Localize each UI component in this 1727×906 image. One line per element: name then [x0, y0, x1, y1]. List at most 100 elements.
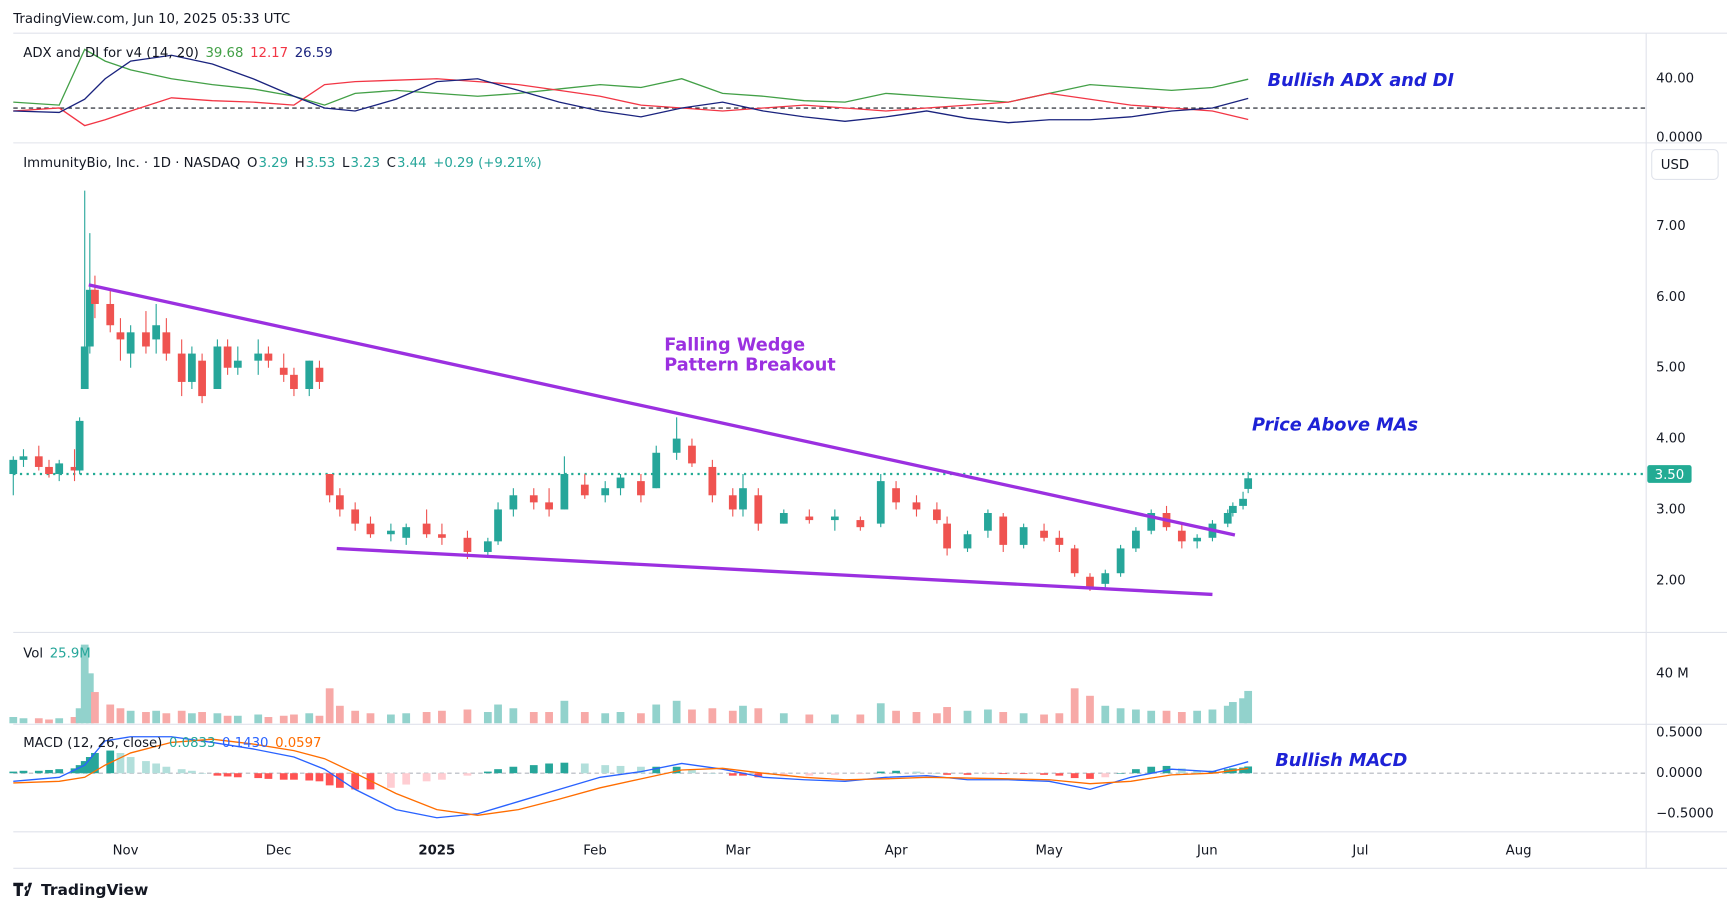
candle-body — [126, 332, 135, 354]
legend-value: 0.1430 — [222, 736, 268, 751]
volume-bar — [892, 710, 900, 724]
volume-bar — [560, 700, 569, 724]
indicator-line — [13, 78, 1249, 127]
volume-bar — [19, 718, 28, 724]
volume-bar — [1228, 702, 1237, 724]
histogram-bar — [688, 769, 696, 774]
histogram-bar — [422, 773, 431, 782]
y-tick-label: 40 M — [1656, 666, 1689, 681]
volume-bar — [387, 714, 395, 724]
legend-value: 3.23 — [350, 156, 380, 171]
candle-body — [892, 488, 900, 503]
legend-key: L — [342, 156, 350, 171]
volume-bar — [545, 712, 553, 724]
candle-body — [152, 325, 161, 340]
volume-bar — [1223, 705, 1232, 724]
histogram-bar — [637, 766, 645, 774]
histogram-bar — [509, 766, 518, 774]
candle-body — [545, 502, 553, 510]
candle-body — [1193, 537, 1202, 542]
histogram-bar — [351, 773, 360, 790]
candle-body — [315, 367, 324, 382]
volume-bar — [351, 710, 360, 724]
volume-bar — [264, 717, 273, 724]
legend-value: 3.29 — [259, 156, 289, 171]
histogram-bar — [560, 762, 569, 774]
candle-body — [1147, 512, 1156, 531]
candle-body — [483, 541, 492, 552]
volume-bar — [876, 703, 885, 724]
candle-body — [75, 420, 84, 471]
histogram-bar — [1244, 766, 1253, 774]
histogram-bar — [290, 773, 298, 780]
legend-value: 0.0597 — [275, 736, 321, 751]
legend-value: 3.44 — [397, 156, 427, 171]
candle-body — [70, 466, 79, 471]
candle-body — [233, 360, 242, 368]
candle-body — [19, 456, 28, 460]
histogram-bar — [1101, 773, 1110, 778]
volume-bar — [325, 688, 334, 724]
x-tick-label: Dec — [266, 844, 292, 859]
volume-bar — [933, 713, 941, 724]
histogram-bar — [9, 771, 18, 774]
histogram-bar — [963, 773, 972, 775]
candle-body — [1244, 478, 1253, 489]
histogram-bar — [1132, 769, 1140, 774]
volume-bar — [672, 700, 681, 724]
volume-bar — [483, 712, 492, 724]
volume-bar — [1177, 712, 1186, 724]
y-tick-label: 40.00 — [1656, 72, 1694, 87]
volume-bar — [529, 712, 538, 724]
candle-body — [494, 509, 502, 542]
histogram-bar — [1147, 766, 1156, 774]
volume-bar — [315, 715, 324, 724]
annotation: Bullish ADX and DI — [1268, 71, 1455, 91]
currency[interactable]: USD — [1661, 158, 1689, 173]
candle-body — [188, 353, 196, 382]
histogram-bar — [305, 773, 314, 781]
histogram-bar — [85, 757, 94, 774]
histogram-bar — [152, 763, 161, 774]
candle-body — [91, 289, 99, 304]
volume-bar — [305, 713, 314, 724]
x-tick-label: Apr — [885, 844, 908, 859]
volume-bar — [494, 704, 502, 724]
histogram-bar — [1177, 768, 1186, 774]
legend-key: H — [295, 156, 305, 171]
annotation: Falling Wedge — [664, 336, 805, 356]
currency-button[interactable] — [1651, 148, 1719, 180]
candle-body — [290, 374, 298, 390]
histogram-bar — [984, 773, 992, 775]
candle-body — [509, 495, 518, 510]
candle-body — [1223, 512, 1232, 524]
volume-bar — [779, 713, 788, 724]
histogram-bar — [91, 752, 99, 774]
histogram-bar — [876, 771, 885, 774]
histogram-bar — [754, 773, 763, 778]
annotation: Bullish MACD — [1275, 751, 1407, 771]
histogram-bar — [254, 773, 263, 779]
volume-bar — [1040, 714, 1048, 724]
trendline — [88, 283, 1236, 537]
histogram-bar — [34, 770, 43, 774]
volume-bar — [1147, 710, 1156, 724]
histogram-bar — [483, 771, 492, 774]
volume-bar — [1244, 690, 1253, 724]
candle-body — [616, 477, 625, 489]
volume-bar — [279, 715, 288, 724]
x-tick-label: Aug — [1506, 844, 1532, 859]
x-tick-label: Jun — [1196, 844, 1218, 859]
volume-bar — [70, 717, 79, 724]
candle-body — [1132, 530, 1140, 549]
histogram-bar — [223, 773, 232, 777]
volume-bar — [601, 713, 610, 724]
candle-body — [422, 523, 431, 535]
candle-body — [463, 537, 472, 552]
candle-body — [1055, 537, 1064, 545]
candle-body — [85, 289, 94, 347]
volume-bar — [45, 719, 53, 724]
panel-title: MACD (12, 26, close) — [23, 736, 162, 751]
histogram-bar — [933, 773, 941, 774]
candle-body — [1040, 530, 1048, 538]
